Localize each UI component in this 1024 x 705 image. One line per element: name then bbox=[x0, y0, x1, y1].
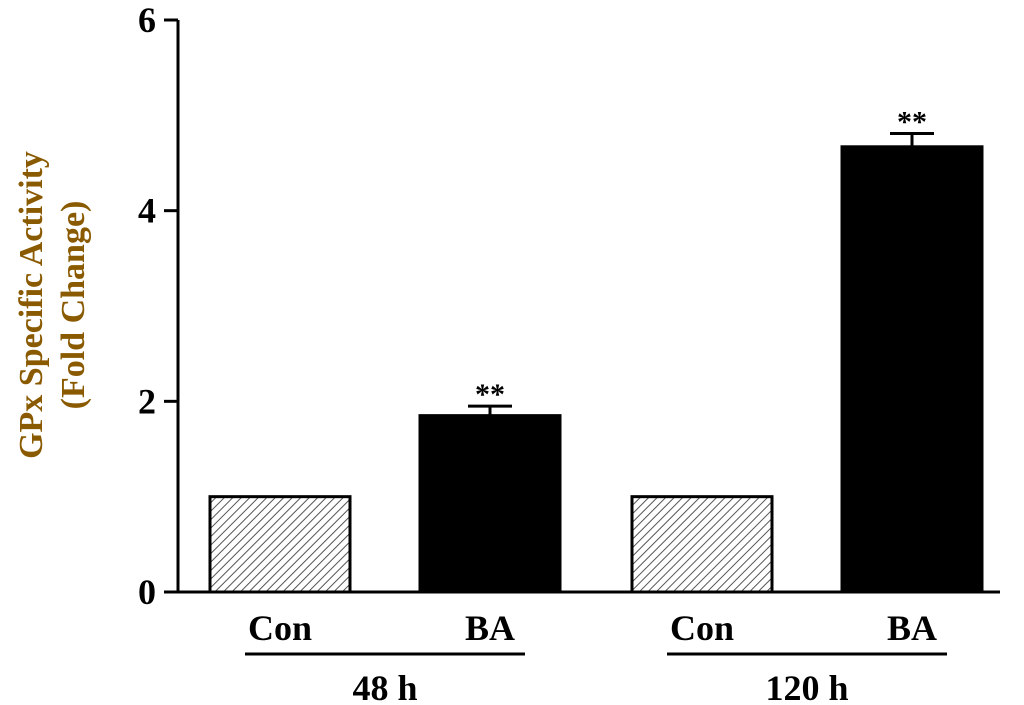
bar-con bbox=[208, 495, 352, 594]
significance-label: ** bbox=[897, 105, 927, 138]
bars: ** ** bbox=[208, 105, 984, 594]
category-label: BA bbox=[465, 608, 515, 648]
group-label: 48 h bbox=[352, 668, 417, 705]
category-label: Con bbox=[248, 608, 312, 648]
bar-con bbox=[630, 495, 774, 594]
category-label: BA bbox=[887, 608, 937, 648]
y-tick-label: 4 bbox=[138, 191, 156, 231]
y-axis-title: GPx Specific Activity (Fold Change) bbox=[13, 151, 92, 459]
y-tick-label: 0 bbox=[138, 572, 156, 612]
y-axis-title-line2: (Fold Change) bbox=[55, 201, 92, 410]
y-axis-title-line1: GPx Specific Activity bbox=[13, 151, 50, 459]
y-tick-label: 6 bbox=[138, 0, 156, 40]
significance-label: ** bbox=[475, 378, 505, 411]
bar-ba bbox=[840, 145, 984, 594]
category-labels: Con BA 48 h Con BA 120 h bbox=[245, 608, 947, 705]
bar-ba bbox=[418, 414, 562, 594]
y-tick-label: 2 bbox=[138, 381, 156, 421]
category-label: Con bbox=[670, 608, 734, 648]
group-label: 120 h bbox=[765, 668, 848, 705]
